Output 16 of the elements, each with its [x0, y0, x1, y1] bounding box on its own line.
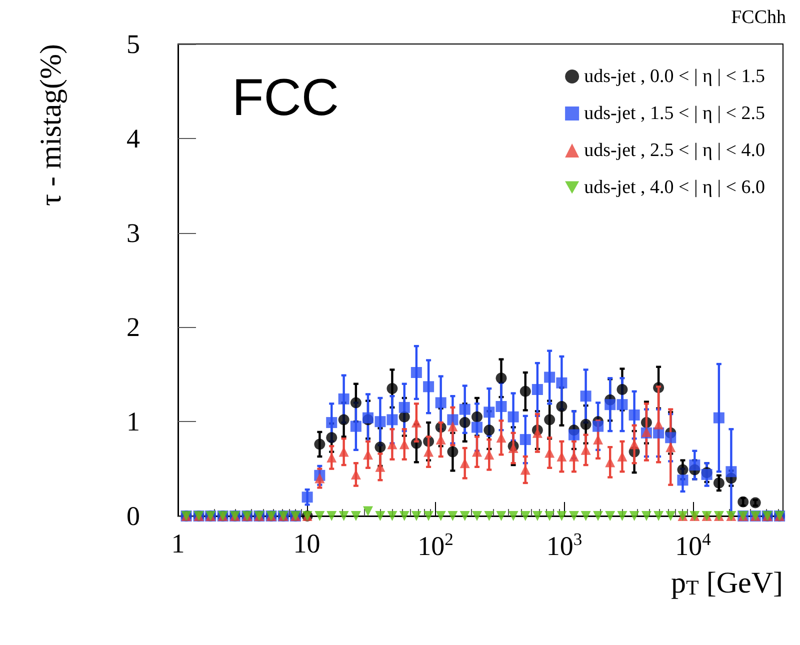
y-tick-label: 2 [126, 312, 140, 342]
x-tick-label: 1 [171, 528, 185, 558]
legend-label: uds-jet , 0.0 < | η | < 1.5 [584, 66, 765, 87]
y-tick-label: 3 [126, 218, 140, 248]
x-tick-label: 10 [293, 528, 320, 558]
legend-label: uds-jet , 4.0 < | η | < 6.0 [584, 177, 765, 198]
y-tick-label: 5 [126, 29, 140, 59]
y-axis-title: τ - mistag(%) [34, 44, 68, 206]
annotation: FCC [232, 69, 339, 127]
y-tick-label: 4 [126, 123, 140, 154]
x-axis-title: pT [GeV] [671, 566, 784, 600]
y-tick-label: 0 [126, 501, 140, 531]
y-tick-label: 1 [126, 406, 140, 437]
legend-label: uds-jet , 2.5 < | η | < 4.0 [584, 140, 765, 161]
text: FCChh [731, 7, 786, 28]
legend-label: uds-jet , 1.5 < | η | < 2.5 [584, 103, 765, 124]
